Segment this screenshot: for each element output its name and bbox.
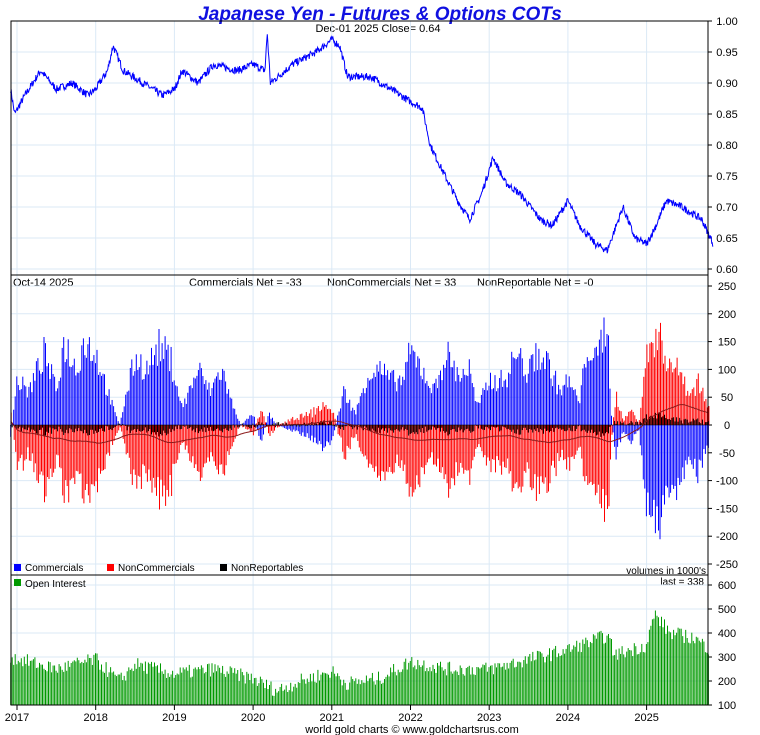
x-tick-label: 2018 xyxy=(83,712,107,724)
y-tick-label: 500 xyxy=(718,604,736,616)
panel-frame xyxy=(10,574,709,706)
commercials-net: Commercials Net = -33 xyxy=(189,277,302,289)
y-tick-label: 0 xyxy=(724,420,730,432)
x-tick-label: 2017 xyxy=(5,712,29,724)
y-tick-label: 0.75 xyxy=(716,171,737,183)
y-tick-label: 100 xyxy=(718,364,736,376)
legend-label: NonCommercials xyxy=(118,563,195,574)
y-tick-label: -100 xyxy=(716,476,738,488)
x-tick-label: 2024 xyxy=(556,712,580,724)
y-tick-label: 0.70 xyxy=(716,202,737,214)
x-tick-label: 2025 xyxy=(634,712,658,724)
noncommercials-net: NonCommercials Net = 33 xyxy=(327,277,456,289)
x-tick-label: 2020 xyxy=(241,712,265,724)
y-tick-label: 0.95 xyxy=(716,47,737,59)
y-tick-label: 0.65 xyxy=(716,233,737,245)
y-tick-label: 250 xyxy=(718,281,736,293)
price-subtitle: Dec-01 2025 Close= 0.64 xyxy=(315,23,440,35)
footer: world gold charts © www.goldchartsrus.co… xyxy=(304,724,519,735)
x-tick-label: 2019 xyxy=(162,712,186,724)
y-tick-label: 0.80 xyxy=(716,140,737,152)
cot-date: Oct-14 2025 xyxy=(13,277,74,289)
oi-last: last = 338 xyxy=(660,577,704,588)
y-tick-label: -250 xyxy=(716,559,738,571)
x-tick-label: 2023 xyxy=(477,712,501,724)
y-tick-label: 0.60 xyxy=(716,264,737,276)
nonreportable-net: NonReportable Net = -0 xyxy=(477,277,593,289)
legend-label: Commercials xyxy=(25,563,83,574)
legend-swatch xyxy=(220,564,227,571)
y-tick-label: 0.90 xyxy=(716,78,737,90)
legend-swatch xyxy=(14,579,21,586)
moving-average-line xyxy=(10,404,709,444)
y-tick-label: 200 xyxy=(718,676,736,688)
y-tick-label: 400 xyxy=(718,628,736,640)
legend-label: NonReportables xyxy=(231,563,303,574)
y-tick-label: 1.00 xyxy=(716,16,737,28)
y-tick-label: -150 xyxy=(716,503,738,515)
y-tick-label: 0.85 xyxy=(716,109,737,121)
y-tick-label: 600 xyxy=(718,580,736,592)
y-tick-label: 50 xyxy=(721,392,733,404)
legend-swatch xyxy=(14,564,21,571)
y-tick-label: 100 xyxy=(718,700,736,712)
x-tick-label: 2021 xyxy=(320,712,344,724)
volumes-note: volumes in 1000's xyxy=(626,566,706,577)
y-tick-label: 300 xyxy=(718,652,736,664)
legend-swatch xyxy=(107,564,114,571)
y-tick-label: -200 xyxy=(716,531,738,543)
chart-title: Japanese Yen - Futures & Options COTs xyxy=(198,4,562,25)
y-tick-label: 200 xyxy=(718,309,736,321)
price-line xyxy=(10,34,714,254)
y-tick-label: -50 xyxy=(719,448,735,460)
panel-frame xyxy=(10,20,709,276)
legend-label: Open Interest xyxy=(25,579,86,590)
x-tick-label: 2022 xyxy=(398,712,422,724)
y-tick-label: 150 xyxy=(718,337,736,349)
